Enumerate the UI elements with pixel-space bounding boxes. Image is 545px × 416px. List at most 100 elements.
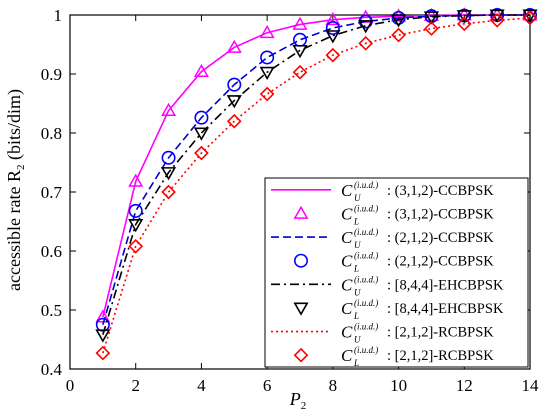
data-point (325, 20, 340, 35)
data-point (456, 10, 472, 24)
y-axis-label-sub: 2 (15, 165, 27, 171)
legend-marker (293, 347, 309, 363)
legend-label: : [2,1,2]-RCBPSK (387, 325, 494, 341)
x-tick-label: 4 (197, 376, 206, 395)
data-point (325, 30, 341, 44)
legend-box (264, 177, 529, 368)
legend-bound: L (353, 358, 359, 368)
legend-entry-3: C (i.u.d.) L: (2,1,2)-CCBPSK (293, 251, 494, 274)
legend-bound: L (353, 311, 359, 321)
y-tick-label: 0.8 (41, 124, 62, 143)
axis-labels: accessible rate R2 (bits/dim) P2 (4, 89, 306, 412)
legend-superscript: (i.u.d.) (354, 298, 378, 308)
data-point (456, 7, 472, 21)
legend-bound: L (353, 216, 359, 226)
data-point (128, 238, 144, 254)
legend-entry-1: C (i.u.d.) L: (3,1,2)-CCBPSK (293, 203, 494, 226)
data-point (95, 317, 110, 332)
data-point (489, 9, 505, 23)
series-5 (95, 9, 538, 343)
legend-superscript: (i.u.d.) (354, 322, 378, 332)
data-point (325, 12, 341, 26)
legend-superscript: (i.u.d.) (354, 227, 378, 237)
legend-bound: U (354, 335, 361, 345)
x-axis-label-main: P (289, 389, 301, 409)
data-point (95, 309, 111, 323)
data-point (128, 219, 144, 233)
series-layer (95, 7, 538, 361)
series-line (102, 14, 530, 336)
y-tick-label: 0.6 (41, 242, 62, 261)
data-point (390, 14, 407, 28)
legend-label: : [8,4,4]-EHCBPSK (387, 277, 504, 293)
legend-marker (293, 302, 309, 316)
legend-entry-2: C (i.u.d.) U: (2,1,2)-CCBPSK (271, 227, 494, 250)
legend-entry-6: C (i.u.d.) U: [2,1,2]-RCBPSK (271, 322, 494, 345)
x-tick-label: 0 (66, 376, 75, 395)
x-tick-label: 10 (390, 376, 407, 395)
data-point (358, 20, 374, 34)
data-point (292, 64, 308, 80)
legend-symbol: C (341, 275, 353, 294)
axes: 0 2 4 6 8 10 12 14 0.4 0.5 0.6 0.7 0.8 0.9 1 (41, 6, 539, 395)
x-tick-label: 2 (131, 376, 140, 395)
data-point (259, 66, 275, 81)
data-point (358, 35, 374, 51)
data-point (193, 63, 209, 78)
legend-entry-5: C (i.u.d.) L : [8,4,4]-EHCBPSK (293, 298, 504, 321)
x-axis-label: P2 (289, 389, 307, 412)
legend-bound: U (354, 193, 361, 203)
legend-superscript: (i.u.d.) (354, 274, 378, 284)
legend-symbol: C (341, 181, 353, 200)
legend-entry-7: C (i.u.d.) L : [2,1,2]-RCBPSK (293, 345, 494, 368)
legend-bound: U (354, 287, 361, 297)
data-point (423, 11, 440, 25)
legend-symbol: C (341, 204, 353, 223)
data-point (260, 50, 275, 65)
legend-symbol: C (341, 299, 353, 318)
y-axis-label-main: accessible rate R (4, 170, 24, 291)
data-point (292, 32, 307, 47)
data-point (292, 44, 308, 59)
legend-label: : (2,1,2)-CCBPSK (387, 230, 494, 246)
data-point (456, 16, 472, 32)
y-tick-label: 0.4 (41, 360, 63, 379)
legend-label: : (3,1,2)-CCBPSK (387, 206, 494, 222)
x-tick-label: 6 (263, 376, 272, 395)
legend-symbol: C (341, 346, 353, 365)
data-point (128, 173, 144, 187)
data-point (391, 27, 406, 43)
data-point (489, 12, 505, 28)
data-point (423, 7, 439, 21)
legend-bound: L (353, 264, 359, 274)
data-point (227, 77, 242, 92)
data-point (522, 10, 538, 26)
y-tick-label: 0.9 (41, 65, 62, 84)
y-tick-label: 0.5 (41, 301, 62, 320)
legend-label: : (3,1,2)-CCBPSK (387, 183, 494, 199)
legend-marker (293, 205, 309, 219)
y-axis-label: accessible rate R2 (bits/dim) (4, 89, 27, 291)
data-point (161, 150, 176, 165)
data-point (95, 345, 111, 361)
data-point (292, 16, 308, 30)
legend-label: : [8,4,4]-EHCBPSK (387, 301, 504, 317)
legend-symbol: C (341, 228, 353, 247)
legend-entry-4: C (i.u.d.) U : [8,4,4]-EHCBPSK (271, 274, 504, 297)
series-7 (95, 10, 538, 361)
x-tick-label: 12 (456, 376, 473, 395)
data-point (160, 167, 177, 181)
legend-superscript: (i.u.d.) (354, 180, 378, 190)
data-point (226, 39, 242, 53)
legend-label: : (2,1,2)-CCBPSK (387, 254, 494, 270)
legend-superscript: (i.u.d.) (354, 345, 378, 355)
x-tick-label: 14 (522, 376, 540, 395)
data-point (194, 145, 209, 161)
series-1 (95, 7, 538, 323)
legend-entry-0: C (i.u.d.) U : (3,1,2)-CCBPSK (271, 180, 494, 203)
legend-label: : [2,1,2]-RCBPSK (387, 348, 494, 364)
legend-marker (293, 253, 308, 268)
legend-superscript: (i.u.d.) (354, 251, 378, 261)
